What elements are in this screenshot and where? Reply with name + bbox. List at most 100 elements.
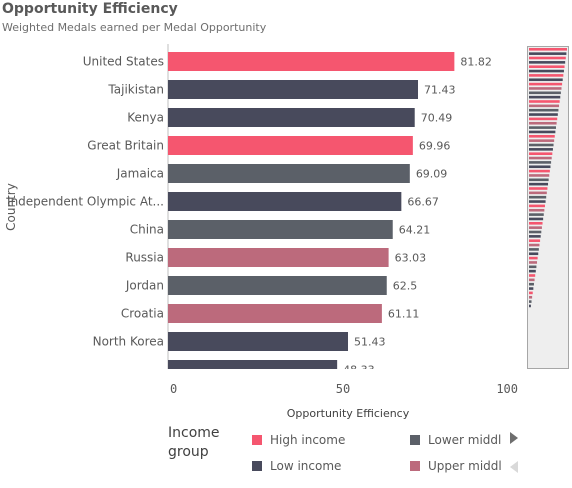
data-label: 63.03 bbox=[395, 252, 427, 265]
mini-bar bbox=[529, 65, 565, 68]
x-axis-title: Opportunity Efficiency bbox=[287, 407, 410, 420]
mini-bar bbox=[529, 248, 539, 251]
mini-bar bbox=[529, 56, 566, 60]
category-label: Jamaica bbox=[116, 167, 164, 181]
x-tick-label: 100 bbox=[496, 382, 518, 396]
chart-title: Opportunity Efficiency bbox=[2, 1, 178, 17]
bar[interactable] bbox=[168, 52, 455, 71]
mini-bar bbox=[529, 300, 532, 303]
category-label: China bbox=[130, 223, 164, 237]
mini-bar bbox=[529, 156, 552, 160]
mini-bar bbox=[529, 126, 556, 129]
legend-item[interactable]: Lower middle income bbox=[410, 433, 502, 447]
legend-item[interactable]: Low income bbox=[252, 459, 402, 473]
legend-label: High income bbox=[270, 433, 346, 447]
mini-bar bbox=[529, 195, 547, 199]
mini-bar bbox=[529, 117, 558, 121]
bars-group: 81.82 United States 71.43 Tajikistan 70.49 Ke… bbox=[7, 52, 492, 379]
data-label: 48.33 bbox=[343, 364, 375, 377]
y-axis-title: Country bbox=[4, 183, 18, 231]
bar[interactable] bbox=[168, 220, 393, 239]
mini-bar bbox=[529, 239, 541, 242]
legend-item[interactable]: Upper middle income bbox=[410, 459, 502, 473]
mini-bar bbox=[529, 208, 545, 212]
mini-bar bbox=[529, 95, 561, 99]
chart-subtitle: Weighted Medals earned per Medal Opportu… bbox=[2, 21, 267, 34]
legend-title: Income group bbox=[168, 425, 220, 460]
mini-bar bbox=[529, 78, 563, 82]
mini-bar bbox=[529, 278, 535, 282]
mini-bar bbox=[529, 287, 534, 290]
mini-bar bbox=[529, 226, 542, 229]
mini-bar bbox=[529, 87, 562, 90]
mini-bar bbox=[529, 191, 547, 195]
mini-bar bbox=[529, 261, 538, 264]
mini-chart-scrollbar[interactable] bbox=[527, 46, 569, 369]
mini-bar bbox=[529, 82, 563, 86]
legend-label: Upper middle income bbox=[428, 459, 502, 473]
mini-bar bbox=[529, 222, 543, 225]
mini-bar bbox=[529, 282, 534, 286]
mini-bar bbox=[529, 69, 564, 73]
mini-bar bbox=[529, 135, 555, 138]
bar[interactable] bbox=[168, 108, 415, 127]
x-tick-label: 0 bbox=[170, 382, 177, 396]
legend-swatch bbox=[252, 461, 262, 471]
mini-bar bbox=[529, 274, 536, 277]
x-tick-label: 50 bbox=[336, 382, 350, 396]
bar[interactable] bbox=[168, 192, 402, 211]
legend-label: Lower middle income bbox=[428, 433, 502, 447]
mini-bar bbox=[529, 100, 560, 103]
category-label: Jordan bbox=[125, 279, 164, 293]
category-label: United States bbox=[83, 55, 164, 69]
mini-bar bbox=[529, 235, 541, 238]
mini-bar bbox=[529, 143, 554, 147]
mini-bar bbox=[529, 230, 542, 234]
mini-bar bbox=[529, 152, 553, 155]
mini-bar bbox=[529, 161, 552, 164]
mini-bar bbox=[529, 217, 544, 221]
bar[interactable] bbox=[168, 360, 338, 379]
mini-bar bbox=[529, 187, 548, 190]
data-label: 61.11 bbox=[388, 308, 420, 321]
mini-bar bbox=[529, 295, 533, 299]
mini-bar bbox=[529, 48, 567, 51]
legend-swatch bbox=[252, 435, 262, 445]
data-label: 69.09 bbox=[416, 168, 448, 181]
mini-bar bbox=[529, 130, 556, 134]
bar[interactable] bbox=[168, 136, 413, 155]
mini-bar bbox=[529, 182, 549, 186]
mini-bar bbox=[529, 139, 555, 142]
mini-bar bbox=[529, 174, 550, 177]
category-label: Tajikistan bbox=[107, 83, 164, 97]
bar[interactable] bbox=[168, 332, 349, 351]
scrollbar-thumb[interactable] bbox=[527, 46, 569, 369]
bar-chart[interactable]: 81.82 United States 71.43 Tajikistan 70.49 Ke… bbox=[0, 0, 572, 420]
legend-prev-arrow-icon[interactable] bbox=[510, 461, 518, 473]
legend-label: Low income bbox=[270, 459, 342, 473]
bar[interactable] bbox=[168, 164, 410, 183]
bar[interactable] bbox=[168, 80, 419, 99]
category-label: Croatia bbox=[121, 307, 164, 321]
category-label: Great Britain bbox=[87, 139, 164, 153]
bar[interactable] bbox=[168, 276, 387, 295]
mini-bar bbox=[529, 204, 545, 208]
data-label: 71.43 bbox=[424, 84, 456, 97]
mini-bar bbox=[529, 265, 537, 269]
data-label: 51.43 bbox=[354, 336, 386, 349]
mini-bar bbox=[529, 291, 533, 295]
data-label: 69.96 bbox=[419, 140, 451, 153]
data-label: 81.82 bbox=[460, 56, 492, 69]
mini-bar bbox=[529, 148, 553, 151]
bar[interactable] bbox=[168, 248, 389, 267]
mini-bar bbox=[529, 61, 566, 64]
mini-bar bbox=[529, 252, 539, 256]
category-label: Kenya bbox=[127, 111, 164, 125]
data-label: 66.67 bbox=[407, 196, 439, 209]
mini-bar bbox=[529, 169, 550, 173]
legend-next-arrow-icon[interactable] bbox=[510, 432, 518, 444]
legend-item[interactable]: High income bbox=[252, 433, 402, 447]
mini-bar bbox=[529, 304, 531, 308]
mini-bar bbox=[529, 200, 546, 203]
bar[interactable] bbox=[168, 304, 382, 323]
